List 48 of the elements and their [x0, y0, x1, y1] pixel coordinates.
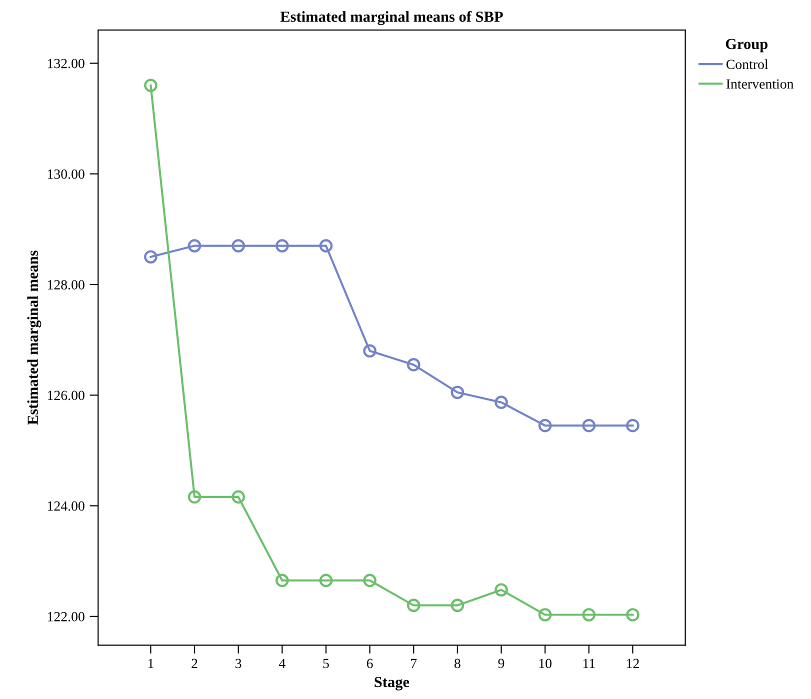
legend-label: Control — [726, 59, 768, 70]
point — [494, 396, 508, 410]
x-tick-label: 7 — [411, 658, 417, 668]
point — [450, 598, 464, 612]
point — [188, 490, 202, 504]
point — [363, 344, 376, 358]
point — [494, 583, 508, 597]
point — [626, 608, 640, 622]
x-tick-label: 8 — [454, 658, 460, 668]
point — [582, 418, 596, 432]
y-tick-label: 122.00 — [48, 612, 84, 622]
y-tick-label: 130.00 — [48, 169, 84, 179]
x-tick-label: 1 — [148, 658, 154, 668]
point — [188, 239, 202, 252]
point — [538, 418, 552, 432]
point — [232, 239, 246, 252]
y-axis-title: Estimated marginal means — [27, 250, 42, 425]
x-tick-label: 5 — [323, 658, 329, 668]
x-axis-title: Stage — [374, 676, 410, 690]
y-tick-label: 128.00 — [48, 280, 84, 290]
legend-title: Group — [726, 38, 768, 52]
x-tick-label: 3 — [236, 658, 242, 668]
point — [626, 418, 640, 432]
point — [144, 78, 158, 92]
x-tick-label: 6 — [366, 658, 373, 668]
legend-label: Intervention — [726, 79, 794, 89]
point — [450, 386, 464, 400]
x-tick-label: 4 — [278, 658, 286, 668]
chart-title: Estimated marginal means of SBP — [280, 10, 503, 26]
point — [319, 239, 333, 252]
point — [319, 574, 333, 588]
x-tick-label: 9 — [498, 658, 504, 668]
point — [276, 239, 289, 252]
point — [144, 250, 158, 264]
y-tick-label: 126.00 — [48, 390, 84, 400]
point — [363, 574, 376, 588]
point — [276, 574, 289, 588]
point — [406, 598, 420, 612]
x-tick-label: 10 — [539, 658, 552, 668]
x-tick-label: 12 — [626, 658, 639, 668]
x-tick-label: 2 — [192, 658, 198, 668]
point — [406, 358, 420, 372]
x-tick-label: 11 — [583, 658, 595, 668]
point — [538, 608, 552, 622]
point — [582, 608, 596, 622]
y-tick-label: 124.00 — [48, 501, 84, 511]
point — [232, 490, 246, 504]
y-tick-label: 132.00 — [48, 58, 84, 68]
